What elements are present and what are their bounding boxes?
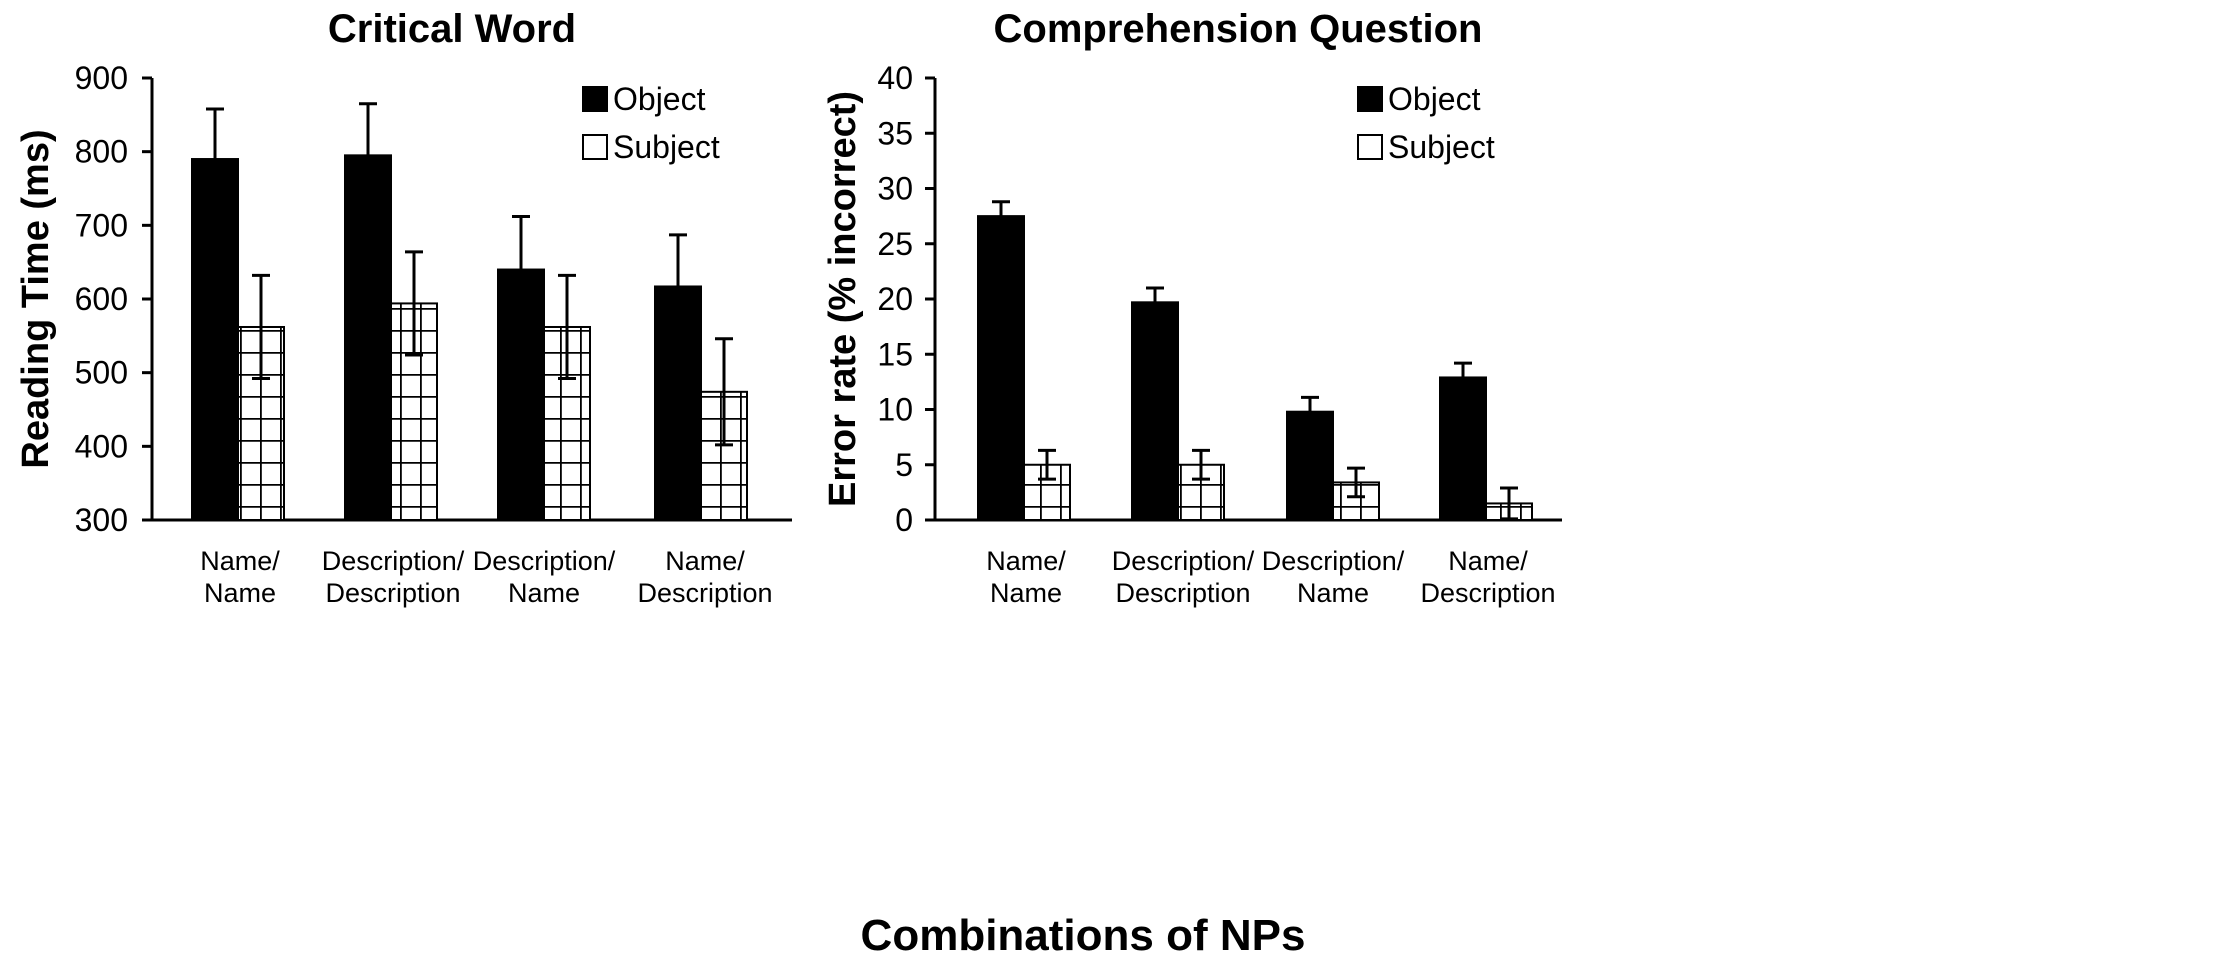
bar-object-2: [497, 268, 545, 521]
x-tick-label: Description: [1420, 578, 1555, 608]
chart-comprehension-question: Comprehension Question Error rate (% inco…: [822, 7, 1562, 608]
shared-x-axis-label: Combinations of NPs: [861, 911, 1306, 960]
x-tick-label: Description: [325, 578, 460, 608]
x-tick-label: Name/: [200, 546, 280, 576]
chart-critical-word: Critical Word Reading Time (ms) 300 400 500 6…: [15, 7, 792, 608]
x-tick-label: Description: [1115, 578, 1250, 608]
y-axis-label: Error rate (% incorrect): [822, 91, 864, 507]
chart-title: Critical Word: [328, 7, 576, 51]
x-tick-label: Name: [508, 578, 580, 608]
y-tick-label: 400: [75, 428, 128, 464]
legend-label-subject: Subject: [613, 129, 720, 165]
legend-label-subject: Subject: [1388, 129, 1495, 165]
y-tick-label: 30: [877, 171, 913, 207]
y-axis-label: Reading Time (ms): [15, 129, 57, 468]
bar-object-0: [191, 158, 239, 522]
y-tick-label: 10: [877, 392, 913, 428]
y-tick-label: 500: [75, 355, 128, 391]
x-tick-label: Name/: [986, 546, 1066, 576]
bar-object-3: [654, 285, 702, 521]
y-tick-label: 25: [877, 226, 913, 262]
x-tick-label: Description/: [473, 546, 616, 576]
x-tick-label: Description/: [1262, 546, 1405, 576]
y-tick-label: 0: [895, 502, 913, 538]
legend-swatch-subject: [1357, 134, 1383, 160]
x-tick-label: Name: [1297, 578, 1369, 608]
x-tick-label: Name: [990, 578, 1062, 608]
bar-object-0: [977, 215, 1025, 521]
bar-object-2: [1286, 410, 1334, 521]
x-tick-label: Description/: [1112, 546, 1255, 576]
y-tick-label: 600: [75, 281, 128, 317]
x-tick-label: Name: [204, 578, 276, 608]
legend-swatch-object: [582, 86, 608, 112]
legend-swatch-object: [1357, 86, 1383, 112]
bar-object-1: [344, 154, 392, 521]
legend-swatch-subject: [582, 134, 608, 160]
y-tick-label: 15: [877, 336, 913, 372]
y-tick-label: 20: [877, 281, 913, 317]
x-tick-label: Name/: [665, 546, 745, 576]
bar-object-3: [1439, 376, 1487, 521]
y-tick-label: 800: [75, 134, 128, 170]
y-tick-label: 700: [75, 207, 128, 243]
y-tick-label: 35: [877, 115, 913, 151]
chart-title: Comprehension Question: [994, 7, 1483, 51]
legend-label-object: Object: [1388, 81, 1481, 117]
y-tick-label: 900: [75, 60, 128, 96]
y-tick-label: 5: [895, 447, 913, 483]
bar-object-1: [1131, 301, 1179, 521]
x-tick-label: Description/: [322, 546, 465, 576]
x-tick-label: Description: [637, 578, 772, 608]
x-tick-label: Name/: [1448, 546, 1528, 576]
legend-label-object: Object: [613, 81, 706, 117]
y-tick-label: 300: [75, 502, 128, 538]
y-tick-label: 40: [877, 60, 913, 96]
